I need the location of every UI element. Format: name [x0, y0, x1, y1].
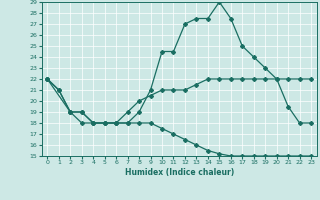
X-axis label: Humidex (Indice chaleur): Humidex (Indice chaleur) — [124, 168, 234, 177]
